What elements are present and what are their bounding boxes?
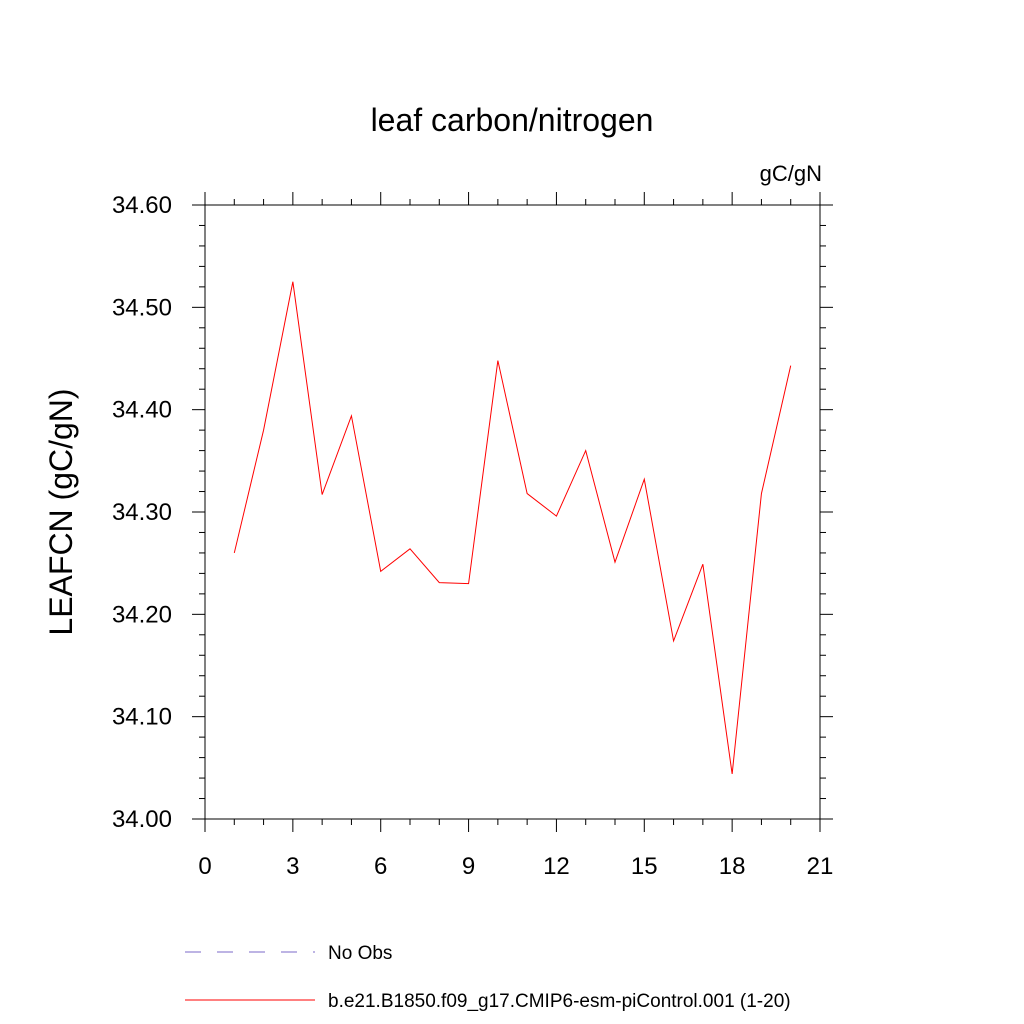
units-label: gC/gN (760, 161, 822, 186)
y-tick-label: 34.30 (112, 499, 172, 526)
y-tick-label: 34.10 (112, 704, 172, 731)
x-tick-label: 21 (807, 853, 834, 880)
chart-title: leaf carbon/nitrogen (371, 102, 654, 138)
x-tick-label: 0 (198, 853, 211, 880)
series-line (233, 281, 792, 775)
legend-label: b.e21.B1850.f09_g17.CMIP6-esm-piControl.… (328, 991, 791, 1012)
legend-label: No Obs (328, 943, 392, 964)
y-tick-label: 34.50 (112, 294, 172, 321)
x-tick-label: 6 (374, 853, 387, 880)
y-tick-label: 34.40 (112, 397, 172, 424)
y-tick-label: 34.60 (112, 192, 172, 219)
x-tick-label: 18 (719, 853, 746, 880)
data-series (233, 281, 792, 775)
plot-frame (204, 204, 821, 820)
axis-tick-labels: 0 3 6 9 12 15 18 21 34.00 34.10 34.20 34.30 34.40 34.… (112, 192, 833, 880)
axis-ticks (192, 192, 833, 832)
x-tick-label: 15 (631, 853, 658, 880)
y-tick-label: 34.00 (112, 806, 172, 833)
y-tick-label: 34.20 (112, 601, 172, 628)
y-axis-label: LEAFCN (gC/gN) (43, 388, 79, 635)
legend: No Obs b.e21.B1850.f09_g17.CMIP6-esm-piCo… (185, 943, 791, 1012)
x-tick-label: 3 (286, 853, 299, 880)
x-tick-label: 9 (462, 853, 475, 880)
x-tick-label: 12 (543, 853, 570, 880)
